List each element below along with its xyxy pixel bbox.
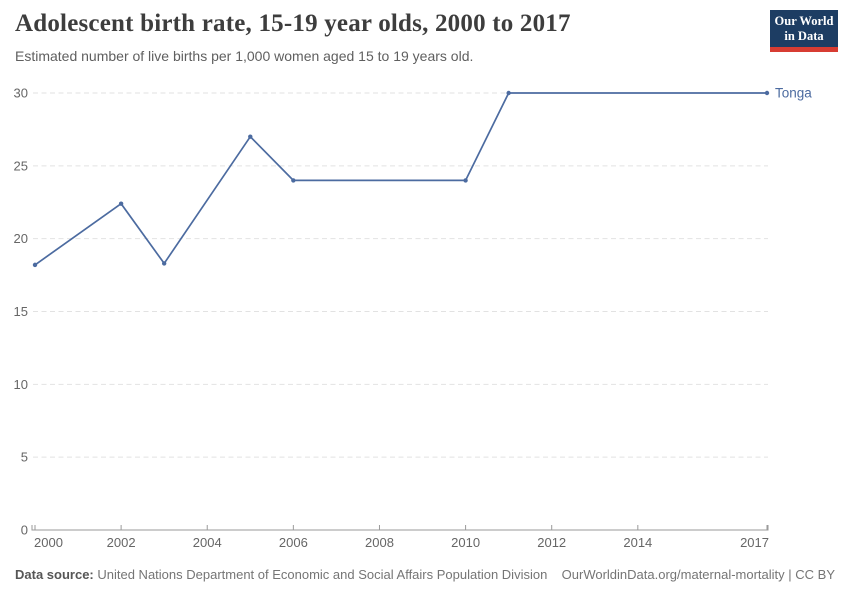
x-tick-label: 2010 <box>451 535 480 550</box>
y-tick-label: 30 <box>14 86 28 101</box>
data-source-label: Data source: <box>15 567 94 582</box>
data-point-marker[interactable] <box>291 178 296 183</box>
x-tick-label: 2008 <box>365 535 394 550</box>
x-tick-label: 2004 <box>193 535 222 550</box>
entity-label[interactable]: Tonga <box>775 86 812 101</box>
owid-logo[interactable]: Our World in Data <box>770 10 838 52</box>
data-point-marker[interactable] <box>118 201 124 206</box>
data-source: Data source: United Nations Department o… <box>15 567 547 582</box>
y-tick-label: 25 <box>14 158 28 173</box>
owid-logo-text: Our World in Data <box>770 10 838 47</box>
data-point-marker[interactable] <box>463 178 468 183</box>
y-tick-label: 5 <box>21 450 28 465</box>
y-tick-label: 10 <box>14 377 28 392</box>
data-point-marker[interactable] <box>506 90 511 96</box>
x-tick-label: 2006 <box>279 535 308 550</box>
x-tick-label: 2012 <box>537 535 566 550</box>
y-tick-label: 15 <box>14 304 28 319</box>
series-line[interactable] <box>34 92 768 266</box>
x-tick-label: 2002 <box>107 535 136 550</box>
footer: Data source: United Nations Department o… <box>15 567 835 582</box>
data-point-marker[interactable] <box>161 261 167 266</box>
y-tick-label: 0 <box>21 523 28 538</box>
x-tick-label: 2017 <box>740 535 769 550</box>
owid-logo-line2: in Data <box>784 29 824 43</box>
owid-logo-red-bar <box>770 47 838 52</box>
data-point-marker[interactable] <box>248 134 253 139</box>
data-point-marker[interactable] <box>764 90 770 96</box>
x-axis-line <box>31 525 769 531</box>
y-tick-label: 20 <box>14 231 28 246</box>
footer-link[interactable]: OurWorldinData.org/maternal-mortality | … <box>561 567 835 582</box>
data-point-marker[interactable] <box>32 262 38 268</box>
x-tick-label: 2000 <box>34 535 63 550</box>
data-source-text: United Nations Department of Economic an… <box>93 567 548 582</box>
chart-subtitle: Estimated number of live births per 1,00… <box>15 48 474 64</box>
x-tick-label: 2014 <box>623 535 652 550</box>
page-title: Adolescent birth rate, 15-19 year olds, … <box>15 10 571 37</box>
owid-logo-line1: Our World <box>774 14 834 28</box>
